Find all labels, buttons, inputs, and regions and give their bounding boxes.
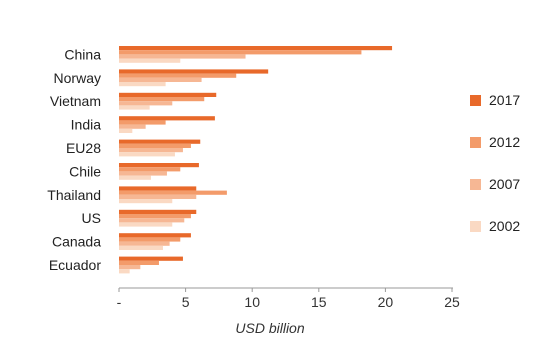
legend: 2017 2012 2007 2002 — [470, 92, 520, 234]
category-label-thailand: Thailand — [47, 187, 101, 203]
category-label-eu28: EU28 — [66, 140, 101, 156]
x-tick-label-3: 15 — [311, 294, 327, 310]
bar-eu28-2007 — [119, 148, 183, 153]
legend-swatch-2002 — [470, 221, 481, 232]
category-labels: China Norway Vietnam India EU28 Chile Thailand… — [47, 46, 101, 273]
bar-china-2002 — [119, 58, 181, 63]
bar-india-2012 — [119, 120, 166, 125]
category-label-canada: Canada — [52, 234, 101, 250]
bar-us-2007 — [119, 218, 185, 223]
bar-us-2002 — [119, 222, 173, 227]
bar-norway-2007 — [119, 77, 202, 82]
bar-us-2012 — [119, 214, 191, 219]
bar-chile-2007 — [119, 171, 167, 176]
bar-ecuador-2012 — [119, 260, 159, 265]
bar-thailand-2007 — [119, 194, 197, 199]
bar-vietnam-2017 — [119, 92, 217, 97]
bar-canada-2002 — [119, 245, 163, 250]
bar-norway-2012 — [119, 73, 237, 78]
bar-chile-2017 — [119, 163, 199, 168]
category-label-ecuador: Ecuador — [49, 257, 101, 273]
category-label-us: US — [82, 210, 101, 226]
legend-label-2002: 2002 — [489, 218, 520, 234]
bar-china-2017 — [119, 46, 393, 51]
bar-ecuador-2017 — [119, 256, 183, 261]
legend-swatch-2017 — [470, 95, 481, 106]
category-label-chile: Chile — [69, 163, 101, 179]
bar-china-2012 — [119, 50, 362, 55]
legend-label-2017: 2017 — [489, 92, 520, 108]
bar-eu28-2002 — [119, 152, 175, 157]
legend-label-2012: 2012 — [489, 134, 520, 150]
x-tick-label-5: 25 — [444, 294, 460, 310]
bar-canada-2012 — [119, 237, 181, 242]
bar-us-2017 — [119, 209, 197, 214]
bar-ecuador-2007 — [119, 265, 141, 270]
bar-chile-2002 — [119, 175, 151, 180]
legend-swatch-2007 — [470, 179, 481, 190]
bar-china-2007 — [119, 54, 246, 59]
bar-thailand-2017 — [119, 186, 197, 191]
category-label-india: India — [71, 117, 102, 133]
bar-chile-2012 — [119, 167, 181, 172]
x-axis-title: USD billion — [235, 320, 304, 336]
bar-india-2002 — [119, 128, 133, 133]
bar-canada-2007 — [119, 241, 170, 246]
x-tick-label-0: - — [117, 294, 122, 310]
bar-norway-2017 — [119, 69, 269, 74]
bar-india-2017 — [119, 116, 215, 121]
category-label-norway: Norway — [54, 70, 101, 86]
bar-india-2007 — [119, 124, 146, 129]
x-tick-label-1: 5 — [182, 294, 190, 310]
x-tick-label-2: 10 — [244, 294, 260, 310]
legend-swatch-2012 — [470, 137, 481, 148]
x-tick-label-4: 20 — [378, 294, 394, 310]
bar-vietnam-2012 — [119, 97, 205, 102]
category-label-vietnam: Vietnam — [50, 93, 101, 109]
bar-ecuador-2002 — [119, 269, 130, 274]
legend-label-2007: 2007 — [489, 176, 520, 192]
bar-canada-2017 — [119, 233, 191, 238]
bars-layer — [119, 46, 393, 274]
category-label-china: China — [64, 46, 101, 62]
bar-eu28-2012 — [119, 143, 191, 148]
bar-eu28-2017 — [119, 139, 201, 144]
bar-vietnam-2002 — [119, 105, 150, 110]
x-axis-ticks: - 5 10 15 20 25 — [117, 288, 460, 310]
bar-vietnam-2007 — [119, 101, 173, 106]
bar-thailand-2002 — [119, 199, 173, 204]
bar-norway-2002 — [119, 82, 166, 87]
bar-thailand-2012 — [119, 190, 227, 195]
